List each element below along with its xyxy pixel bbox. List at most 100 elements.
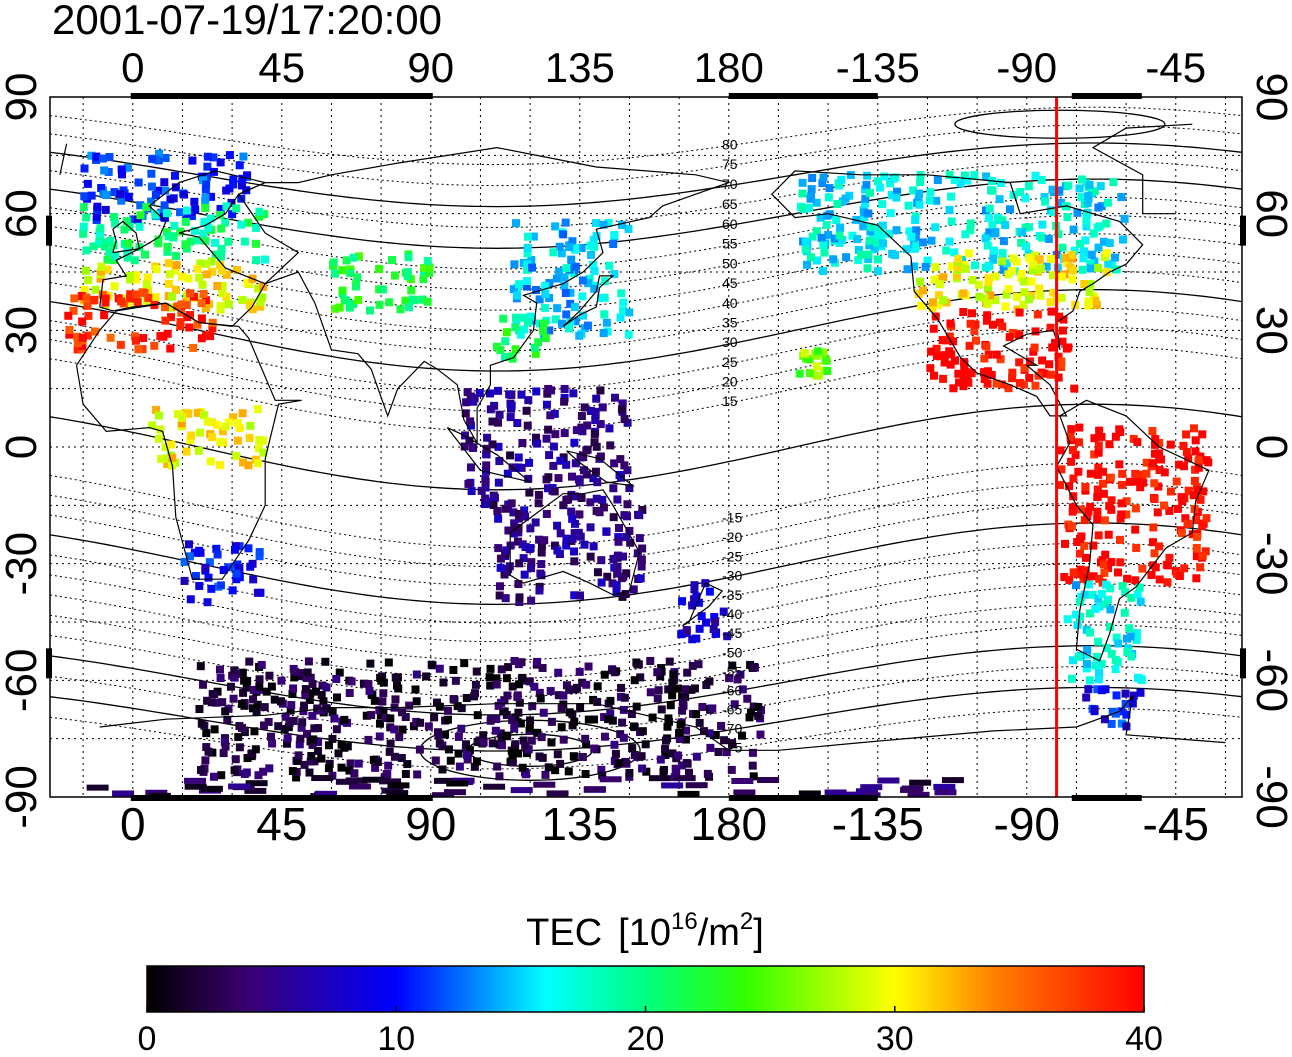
tec-cell xyxy=(1132,543,1141,552)
tec-cell xyxy=(859,222,868,231)
tec-cell xyxy=(988,220,997,229)
tec-cell xyxy=(180,190,189,199)
tec-cell xyxy=(554,474,563,483)
tec-cell xyxy=(1110,253,1119,262)
tec-cell xyxy=(1093,492,1102,501)
tec-cell xyxy=(1107,496,1116,505)
mlat-contour xyxy=(50,482,1242,568)
tec-cell xyxy=(1163,578,1172,587)
tec-cell xyxy=(207,192,216,201)
tec-cell xyxy=(230,766,239,775)
tec-cell xyxy=(461,409,470,418)
tec-cell xyxy=(719,607,728,616)
tec-cell xyxy=(568,534,577,543)
tec-cell xyxy=(509,285,518,294)
tec-cell xyxy=(1112,265,1121,274)
tec-cell xyxy=(613,569,622,578)
tec-cell xyxy=(998,249,1007,258)
tec-cell xyxy=(590,284,599,293)
tec-cell xyxy=(185,323,194,332)
tec-cell xyxy=(535,688,544,697)
tec-cell xyxy=(983,311,992,320)
tec-cell xyxy=(1104,530,1113,539)
tec-cell xyxy=(218,698,227,707)
tec-cell xyxy=(533,781,556,788)
tec-cell xyxy=(529,232,538,241)
bottom-lon-label: 90 xyxy=(405,798,456,850)
tec-cell xyxy=(213,550,222,559)
tec-cell xyxy=(681,685,690,694)
tec-cell xyxy=(526,312,535,321)
tec-cell xyxy=(1131,504,1140,513)
tec-cell xyxy=(916,178,925,187)
tec-cell xyxy=(109,241,118,250)
tec-cell xyxy=(488,739,497,748)
tec-cell xyxy=(84,311,93,320)
tec-cell xyxy=(947,350,956,359)
tec-cell xyxy=(311,687,320,696)
tec-cell xyxy=(1067,457,1076,466)
tec-cell xyxy=(630,676,639,685)
tec-cell xyxy=(531,518,540,527)
tec-cell xyxy=(565,708,574,717)
tec-cell xyxy=(616,313,625,322)
tec-cell xyxy=(112,790,135,797)
tec-cell xyxy=(413,770,422,779)
tec-cell xyxy=(950,175,959,184)
tec-cell xyxy=(749,772,758,781)
tec-cell xyxy=(126,271,135,280)
tec-cell xyxy=(235,161,244,170)
tec-cell xyxy=(201,756,210,765)
tec-cell xyxy=(573,683,582,692)
tec-cell xyxy=(1004,285,1013,294)
tec-cell xyxy=(331,304,340,313)
mlat-label: -75 xyxy=(722,740,742,756)
tec-cell xyxy=(854,246,863,255)
right-lat-label: -30 xyxy=(1247,532,1292,596)
tec-cell xyxy=(395,733,404,742)
tec-cell xyxy=(591,407,600,416)
tec-cell xyxy=(861,199,870,208)
tec-cell xyxy=(184,274,193,283)
tec-cell xyxy=(637,752,646,761)
tec-cell xyxy=(1132,635,1141,644)
tec-cell xyxy=(490,493,499,502)
tec-cell xyxy=(276,697,285,706)
tec-cell xyxy=(1080,590,1089,599)
tec-cell xyxy=(1058,337,1067,346)
tec-cell xyxy=(533,657,542,666)
tec-cell xyxy=(1111,655,1120,664)
tec-cell xyxy=(914,289,923,298)
tec-cell xyxy=(251,223,260,232)
colorbar-title-tec: TEC xyxy=(526,912,602,954)
tec-cell xyxy=(90,327,99,336)
tec-cell xyxy=(221,742,230,751)
tec-cell xyxy=(255,212,264,221)
tec-cell xyxy=(628,744,637,753)
tec-cell xyxy=(534,338,543,347)
tec-cell xyxy=(195,581,204,590)
tec-cell xyxy=(1084,297,1093,306)
tec-cell xyxy=(1046,370,1055,379)
tec-cell xyxy=(297,723,306,732)
tec-cell xyxy=(1008,374,1017,383)
tec-cell xyxy=(121,294,130,303)
tec-cell xyxy=(802,354,811,363)
tec-cell xyxy=(1087,250,1096,259)
tec-cell xyxy=(252,256,261,265)
tec-cell xyxy=(869,232,878,241)
tec-cell xyxy=(812,227,821,236)
tec-cell xyxy=(96,224,105,233)
tec-cell xyxy=(586,523,595,532)
tec-cell xyxy=(612,587,621,596)
tec-cell xyxy=(1025,374,1034,383)
tec-cell xyxy=(1061,253,1070,262)
tec-cell xyxy=(546,411,555,420)
tec-cell xyxy=(1112,633,1121,642)
tec-cell xyxy=(87,151,96,160)
tec-cell xyxy=(807,185,816,194)
tec-cell xyxy=(303,668,312,677)
tec-cell xyxy=(1068,445,1077,454)
tec-cell xyxy=(600,670,609,679)
tec-cell xyxy=(1131,576,1140,585)
